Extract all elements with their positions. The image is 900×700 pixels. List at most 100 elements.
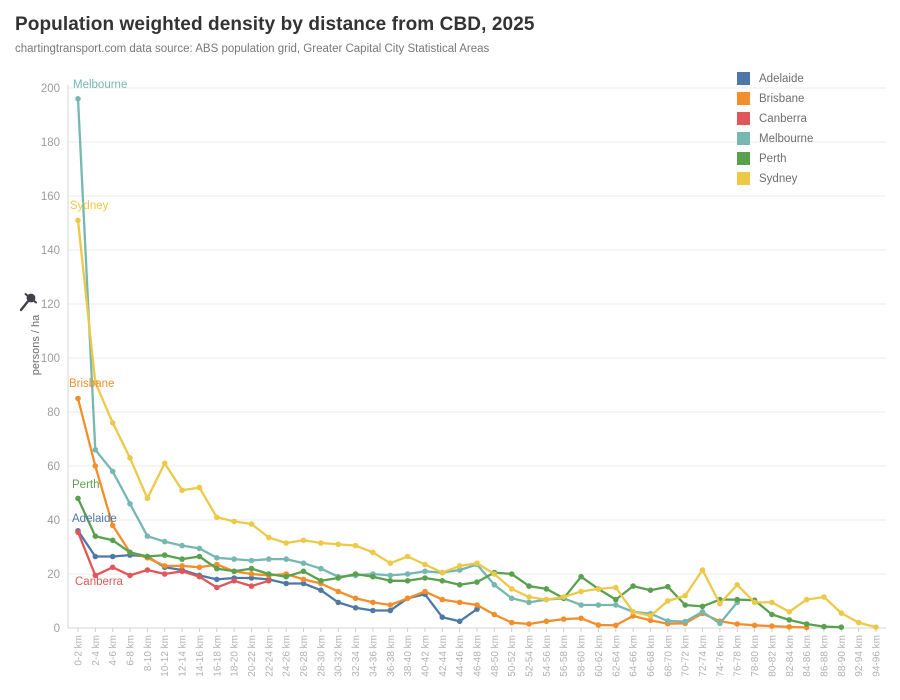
series-point-brisbane-29[interactable] [578,615,584,622]
series-point-melbourne-12[interactable] [283,556,290,562]
series-point-brisbane-28[interactable] [560,616,567,622]
series-point-sydney-26[interactable] [526,594,532,600]
series-point-melbourne-22[interactable] [456,567,463,573]
series-point-sydney-32[interactable] [630,609,636,615]
series-point-sydney-0[interactable] [75,217,81,224]
series-point-sydney-6[interactable] [179,487,185,494]
series-point-melbourne-36[interactable] [699,609,706,615]
series-point-perth-29[interactable] [578,573,584,580]
series-point-perth-14[interactable] [318,578,324,584]
series-point-melbourne-4[interactable] [144,533,151,539]
series-point-perth-12[interactable] [283,573,290,580]
series-point-sydney-43[interactable] [821,594,827,600]
series-point-perth-33[interactable] [647,587,654,593]
series-point-sydney-45[interactable] [855,619,862,626]
series-point-perth-18[interactable] [387,578,394,584]
series-point-perth-0[interactable] [75,495,81,502]
series-point-brisbane-39[interactable] [751,622,758,629]
pushpin-icon[interactable] [19,293,37,312]
series-point-sydney-30[interactable] [595,586,602,592]
series-point-brisbane-20[interactable] [422,588,428,595]
series-point-sydney-42[interactable] [803,596,810,603]
series-point-melbourne-30[interactable] [595,602,602,608]
series-point-sydney-46[interactable] [873,624,879,630]
series-point-perth-41[interactable] [786,617,793,623]
series-point-sydney-15[interactable] [335,541,342,548]
series-point-sydney-35[interactable] [682,592,688,599]
series-point-brisbane-21[interactable] [439,596,446,603]
series-point-sydney-16[interactable] [352,542,359,549]
legend-item-canberra[interactable]: Canberra [737,112,813,125]
series-point-sydney-22[interactable] [456,563,463,569]
series-point-melbourne-5[interactable] [161,538,168,545]
series-point-sydney-28[interactable] [560,594,567,600]
series-point-melbourne-24[interactable] [491,582,498,588]
series-line-melbourne[interactable] [76,97,739,625]
series-point-brisbane-8[interactable] [214,561,220,568]
series-point-sydney-25[interactable] [508,586,515,592]
series-point-sydney-38[interactable] [734,582,740,588]
series-point-adelaide-12[interactable] [283,580,290,587]
series-point-sydney-24[interactable] [491,571,498,577]
series-point-adelaide-22[interactable] [456,618,463,625]
series-point-brisbane-13[interactable] [300,576,307,583]
legend-item-melbourne[interactable]: Melbourne [737,132,813,145]
series-point-perth-7[interactable] [196,553,203,560]
series-point-melbourne-29[interactable] [578,602,584,608]
series-point-sydney-41[interactable] [786,609,793,615]
series-point-melbourne-7[interactable] [196,545,203,552]
series-line-brisbane[interactable] [76,397,808,629]
series-point-adelaide-14[interactable] [318,587,324,593]
series-point-brisbane-33[interactable] [647,617,654,624]
series-point-sydney-2[interactable] [109,420,116,426]
series-point-melbourne-3[interactable] [127,501,133,507]
series-point-sydney-8[interactable] [214,514,220,521]
series-point-perth-13[interactable] [300,568,307,575]
series-point-melbourne-26[interactable] [526,599,532,606]
series-point-melbourne-34[interactable] [665,618,671,624]
series-point-melbourne-11[interactable] [266,556,272,562]
series-point-sydney-4[interactable] [144,495,151,502]
series-point-melbourne-2[interactable] [109,468,116,475]
series-point-brisbane-19[interactable] [404,595,411,602]
series-point-canberra-11[interactable] [266,578,272,584]
series-point-perth-2[interactable] [109,537,116,544]
series-point-sydney-29[interactable] [578,588,584,595]
series-point-perth-27[interactable] [543,586,550,592]
series-point-brisbane-17[interactable] [370,599,376,606]
series-point-sydney-27[interactable] [543,596,550,603]
series-point-sydney-18[interactable] [387,560,394,566]
series-point-adelaide-16[interactable] [352,605,359,611]
series-point-brisbane-26[interactable] [526,621,532,627]
series-point-sydney-9[interactable] [231,518,237,525]
series-point-perth-15[interactable] [335,575,342,581]
series-point-sydney-14[interactable] [318,540,324,546]
series-point-perth-31[interactable] [613,596,619,603]
series-point-sydney-33[interactable] [647,613,654,619]
series-point-melbourne-1[interactable] [92,447,99,453]
series-point-perth-9[interactable] [231,568,237,575]
series-point-perth-17[interactable] [370,573,376,580]
series-point-brisbane-31[interactable] [613,622,619,629]
series-point-brisbane-24[interactable] [491,611,498,618]
series-point-brisbane-27[interactable] [543,618,550,625]
series-point-canberra-10[interactable] [248,583,255,589]
series-point-sydney-13[interactable] [300,537,307,544]
series-point-adelaide-1[interactable] [92,553,99,560]
series-point-brisbane-32[interactable] [630,613,636,619]
legend-item-sydney[interactable]: Sydney [737,172,813,185]
series-point-perth-23[interactable] [474,579,480,585]
series-point-perth-5[interactable] [161,552,168,558]
series-point-sydney-7[interactable] [196,484,203,491]
series-point-melbourne-9[interactable] [231,556,237,562]
series-point-adelaide-18[interactable] [387,607,394,614]
series-point-adelaide-21[interactable] [439,614,446,620]
series-point-brisbane-16[interactable] [352,595,359,602]
series-point-melbourne-18[interactable] [387,572,394,579]
series-point-canberra-0[interactable] [75,529,81,535]
series-point-sydney-5[interactable] [161,460,168,467]
series-point-sydney-17[interactable] [370,549,376,556]
series-point-brisbane-30[interactable] [595,622,602,628]
series-point-melbourne-31[interactable] [613,602,619,608]
series-point-melbourne-6[interactable] [179,542,185,549]
